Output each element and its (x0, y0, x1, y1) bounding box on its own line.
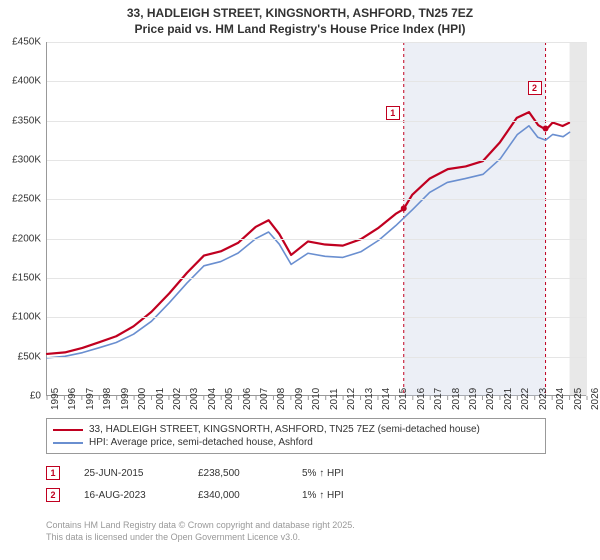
event-date: 25-JUN-2015 (84, 468, 174, 479)
x-axis-label: 2022 (520, 388, 531, 410)
x-axis-label: 2002 (172, 388, 183, 410)
event-price: £238,500 (198, 468, 278, 479)
marker-label-2: 2 (528, 81, 542, 95)
x-axis-label: 2014 (381, 388, 392, 410)
legend-swatch (53, 442, 83, 444)
y-axis-label: £200K (1, 233, 41, 244)
legend-row: HPI: Average price, semi-detached house,… (53, 436, 539, 449)
y-gridline (47, 357, 586, 358)
y-axis-label: £50K (1, 351, 41, 362)
x-axis-label: 1995 (50, 388, 61, 410)
title-line-1: 33, HADLEIGH STREET, KINGSNORTH, ASHFORD… (0, 6, 600, 22)
legend-box: 33, HADLEIGH STREET, KINGSNORTH, ASHFORD… (46, 418, 546, 454)
shaded-region (570, 42, 587, 396)
y-gridline (47, 81, 586, 82)
y-gridline (47, 317, 586, 318)
y-gridline (47, 42, 586, 43)
y-axis-label: £350K (1, 115, 41, 126)
event-marker-2: 2 (46, 488, 60, 502)
event-row: 2 16-AUG-2023 £340,000 1% ↑ HPI (46, 488, 546, 502)
x-axis-label: 1998 (102, 388, 113, 410)
plot-area: £0£50K£100K£150K£200K£250K£300K£350K£400… (46, 42, 586, 396)
x-axis-label: 2011 (329, 388, 340, 410)
x-axis-label: 2008 (276, 388, 287, 410)
y-axis-label: £400K (1, 76, 41, 87)
legend-label: 33, HADLEIGH STREET, KINGSNORTH, ASHFORD… (89, 424, 480, 435)
x-axis-label: 2020 (485, 388, 496, 410)
attribution-line-2: This data is licensed under the Open Gov… (46, 532, 355, 544)
x-axis-label: 2026 (590, 388, 600, 410)
y-axis-label: £300K (1, 155, 41, 166)
x-axis-label: 1996 (67, 388, 78, 410)
legend-row: 33, HADLEIGH STREET, KINGSNORTH, ASHFORD… (53, 423, 539, 436)
x-axis-label: 2023 (538, 388, 549, 410)
x-axis-label: 2003 (189, 388, 200, 410)
attribution: Contains HM Land Registry data © Crown c… (46, 520, 355, 543)
x-axis-label: 2012 (346, 388, 357, 410)
x-axis-label: 2009 (294, 388, 305, 410)
x-axis-label: 2019 (468, 388, 479, 410)
y-axis-label: £100K (1, 312, 41, 323)
x-axis-label: 2001 (155, 388, 166, 410)
y-gridline (47, 239, 586, 240)
event-marker-1: 1 (46, 466, 60, 480)
y-gridline (47, 121, 586, 122)
y-axis-label: £450K (1, 37, 41, 48)
event-date: 16-AUG-2023 (84, 490, 174, 501)
x-axis-label: 2007 (259, 388, 270, 410)
x-axis-label: 2006 (242, 388, 253, 410)
y-axis-label: £0 (1, 391, 41, 402)
shaded-region (404, 42, 546, 396)
legend-label: HPI: Average price, semi-detached house,… (89, 437, 313, 448)
chart-titles: 33, HADLEIGH STREET, KINGSNORTH, ASHFORD… (0, 0, 600, 37)
event-pct: 5% ↑ HPI (302, 468, 402, 479)
event-row: 1 25-JUN-2015 £238,500 5% ↑ HPI (46, 466, 546, 480)
x-axis-label: 2016 (416, 388, 427, 410)
x-axis-label: 2013 (364, 388, 375, 410)
y-gridline (47, 278, 586, 279)
x-axis-label: 1999 (120, 388, 131, 410)
x-axis-label: 2010 (311, 388, 322, 410)
x-axis-label: 2021 (503, 388, 514, 410)
event-pct: 1% ↑ HPI (302, 490, 402, 501)
marker-label-1: 1 (386, 106, 400, 120)
y-gridline (47, 199, 586, 200)
chart-container: 33, HADLEIGH STREET, KINGSNORTH, ASHFORD… (0, 0, 600, 560)
y-axis-label: £250K (1, 194, 41, 205)
x-axis-label: 2000 (137, 388, 148, 410)
plot-svg (47, 42, 586, 395)
legend-swatch (53, 429, 83, 431)
x-axis-label: 2004 (207, 388, 218, 410)
event-price: £340,000 (198, 490, 278, 501)
y-axis-label: £150K (1, 273, 41, 284)
x-axis-label: 2005 (224, 388, 235, 410)
y-gridline (47, 160, 586, 161)
x-axis-label: 2025 (573, 388, 584, 410)
attribution-line-1: Contains HM Land Registry data © Crown c… (46, 520, 355, 532)
x-axis-label: 1997 (85, 388, 96, 410)
x-axis-label: 2024 (555, 388, 566, 410)
x-axis-label: 2018 (451, 388, 462, 410)
x-axis-label: 2017 (433, 388, 444, 410)
events-table: 1 25-JUN-2015 £238,500 5% ↑ HPI 2 16-AUG-2023… (46, 466, 546, 510)
title-line-2: Price paid vs. HM Land Registry's House … (0, 22, 600, 38)
x-axis-label: 2015 (398, 388, 409, 410)
